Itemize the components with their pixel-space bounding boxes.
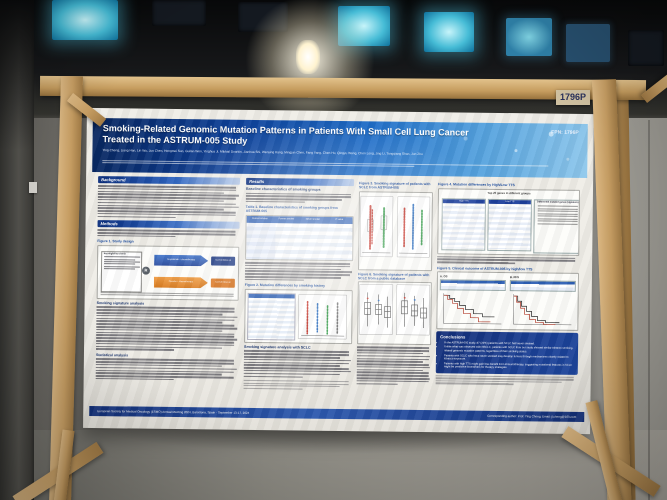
poster-column-3: Figure 3. Smoking signature of patients … [356,179,434,388]
figure5-pfs-table [509,280,576,293]
figure4-table-high-tts: High-TTS [441,197,486,251]
treatment-arm-placebo: Placebo + chemotherapy [154,277,208,289]
methods-text-block [97,229,239,238]
table1: Current smoker Former smoker Never smoke… [245,214,354,262]
section-header-results: Results [246,177,355,187]
poster-title: Smoking-Related Genomic Mutation Pattern… [102,123,469,146]
conclusion-item: Patients with SCLC who have never smoked… [444,354,574,363]
endpoint-box-1: Survival follow-up [211,256,236,266]
figure3-smoking-signature [358,190,433,271]
endpoint-box-2: Survival follow-up [210,278,235,288]
figure5-os-table [439,279,506,292]
poster-board: Smoking-Related Genomic Mutation Pattern… [83,107,594,435]
figure5-os-km-curve [443,293,502,325]
figure2-gene-table [247,292,296,341]
table1-caption: Table 1. Baseline characteristics of smo… [245,205,338,214]
conclusion-item: Patients with high TTS might gain less b… [444,362,574,371]
figure6-caption: Figure 6. Smoking signature of patients … [357,271,430,281]
figure5-os-label: A. OS [439,274,448,279]
figure5-pfs-label: B. PFS [509,275,519,280]
skylight-panel-dark [628,30,664,66]
statistical-text-block [95,358,238,381]
figure4-subtitle: Top 20 genes in different groups [487,190,531,196]
figure4-right-label: Differential mutated genes (signature) [537,201,579,204]
figure3-caption: Figure 3. Smoking signature of patients … [358,181,431,190]
figure1-study-design: Key eligibility criteria R Serplulimab +… [96,244,240,301]
conclusions-box: Conclusions In the ASTRUM-005 study, 87 … [435,331,579,375]
figure5-pfs-km-curve [513,294,572,326]
results-text-block [245,192,354,203]
eligibility-criteria-box: Key eligibility criteria [100,251,143,293]
poster-column-4: Figure 4. Mutation differences by High/L… [435,180,581,388]
figure5-clinical-outcome: A. OS B. PFS [436,271,579,332]
authors-line2: Chen Hu, Qingyu Wang, Chen Long, Jing Li… [322,150,423,157]
figure3-scatter-panels [359,195,431,258]
figure-notes-text-block [356,346,431,386]
references-text-block [435,375,578,385]
skylight-panel [424,12,474,52]
corresponding-author: Corresponding author: Prof. Ying Cheng; … [487,413,577,419]
poster-header: Smoking-Related Genomic Mutation Pattern… [92,117,588,179]
randomization-circle: R [141,266,151,275]
conclusions-title: Conclusions [440,334,466,340]
poster-number-sign: 1796P [556,90,590,105]
authors-line1: Ying Cheng, Liang Han, Lin Wu, Jun Chen,… [102,148,322,155]
section-header-background: Background [98,176,241,185]
poster-fpn: FPN: 1796P [551,129,579,136]
results-text-block [243,350,352,378]
table1-body [246,222,353,261]
figure6-boxplot-panels [359,284,431,336]
figure2-caption: Figure 2. Mutation differences by smokin… [244,283,326,289]
figure6-public-database [357,281,432,346]
conclusion-item: Unlike what was observed with NSCLC, pat… [444,346,574,355]
figure2-dotplot [297,294,347,340]
footnote-text-block [243,379,352,390]
figure5-pfs-panel: B. PFS [509,275,576,328]
skylight-panel [52,0,118,40]
figure5-os-panel: A. OS [439,274,506,327]
poster-column-2: Results Baseline characteristics of smok… [243,177,355,393]
figure4-table-low-tts: Low-TTS [487,198,532,251]
pillar-label [29,182,37,193]
results-text-block [244,261,353,282]
conclusions-list: In the ASTRUM-005 study, 87 (22%) patien… [440,341,574,371]
skylight-panel-dark [152,0,206,26]
poster-footer-bar: European Society for Medical Oncology (E… [89,405,585,423]
figure4-differential-genes-panel: Differential mutated genes (signature) [533,198,581,254]
concrete-pillar [0,0,34,500]
figure4-caption: Figure 4. Mutation differences by High/L… [438,182,515,188]
star-decoration-icon [514,149,518,153]
figure1-footnote [100,292,234,297]
subhead-sclc-signature: Smoking signature analysis with SCLC [244,344,311,350]
background-text-block [97,185,240,219]
figure4-mutation-differences: Top 20 genes in different groups High-TT… [437,187,581,256]
author-list: Ying Cheng, Liang Han, Lin Wu, Jun Chen,… [102,148,567,158]
ceiling-lamp-icon [296,40,320,74]
skylight-panel [566,24,610,62]
smoking-signature-text-block [96,306,239,351]
wall-corner-line [648,120,650,500]
figure4-notes-text-block [437,255,579,265]
star-decoration-icon [566,157,570,161]
treatment-arm-serplulimab: Serplulimab + chemotherapy [154,255,208,267]
figure2-mutation-table [244,288,353,345]
ceiling [0,0,667,125]
poster-column-1: Background Methods Figure 1. Study desig… [95,176,241,384]
skylight-panel [506,18,552,56]
subhead-baseline: Baseline characteristics of smoking grou… [245,186,321,192]
affiliations-text [102,160,548,170]
conference-info: European Society for Medical Oncology (E… [97,409,250,415]
section-header-methods: Methods [97,220,240,230]
lower-wall [0,430,667,500]
